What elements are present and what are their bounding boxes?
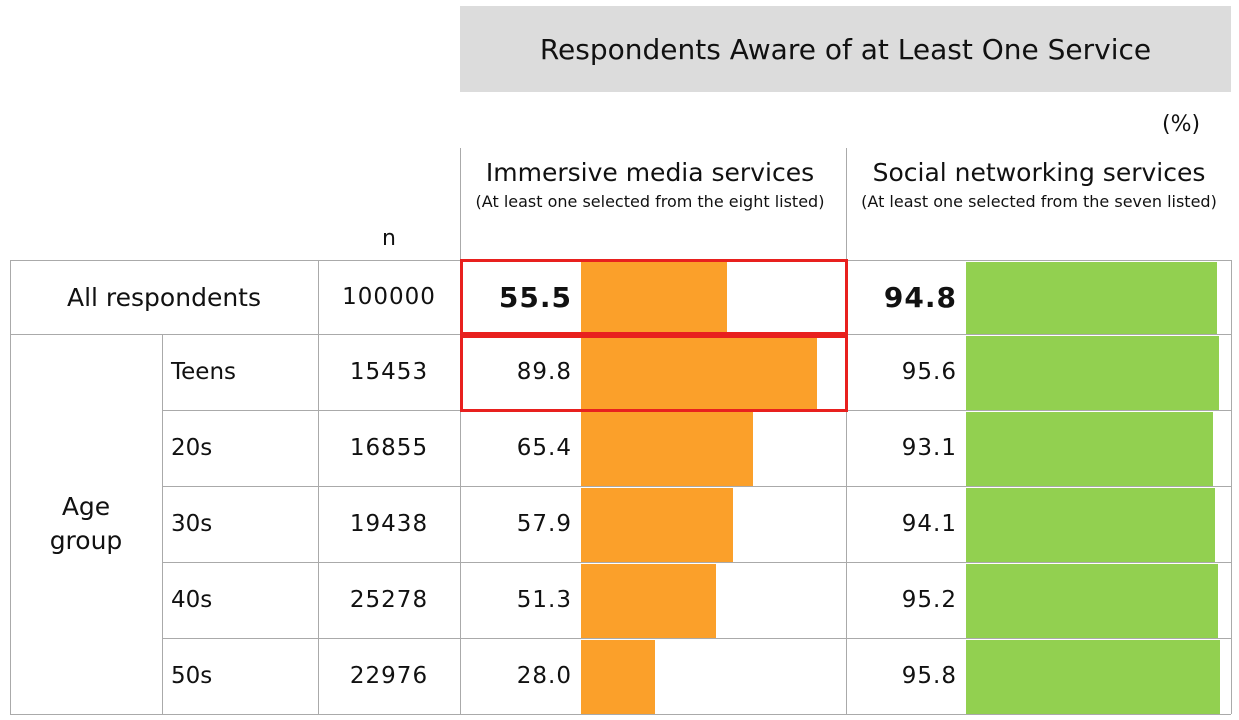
immersive-column-header: Immersive media services (At least one s… [464,158,836,213]
immersive-value-label: 89.8 [516,359,572,385]
col-line [10,260,11,714]
immersive-column-title: Immersive media services [485,158,815,187]
age-group-label: Age group [49,492,123,555]
immersive-bar [581,564,716,638]
col-line [846,260,847,714]
social-column-title: Social networking services [872,158,1206,187]
social-value-label: 95.2 [901,587,957,613]
social-value-label: 94.8 [883,280,957,314]
immersive-bar [581,640,655,714]
category-label: All respondents [66,282,261,312]
n-value: 100000 [342,284,436,310]
social-value-label: 94.1 [901,511,957,537]
immersive-column-subtitle: (At least one selected from the eight li… [475,192,825,211]
social-value-label: 95.8 [901,663,957,689]
immersive-bar [581,412,753,486]
category-label: 50s [171,663,213,689]
immersive-bar [581,336,818,410]
immersive-value-label: 57.9 [516,511,572,537]
social-column-subtitle: (At least one selected from the seven li… [861,192,1217,211]
immersive-value-label: 51.3 [516,587,572,613]
category-label: 20s [171,435,213,461]
social-bar [966,640,1220,714]
immersive-value-label: 28.0 [516,663,572,689]
row-line [10,714,1231,715]
n-value: 25278 [349,587,429,613]
n-value: 19438 [349,511,429,537]
row-line [162,562,1231,563]
category-label: 40s [171,587,213,613]
immersive-value-label: 55.5 [498,280,572,314]
category-label: Teens [171,359,237,385]
social-bar [966,488,1216,562]
col-line [460,260,461,714]
immersive-bar [581,488,734,562]
social-value-label: 93.1 [901,435,957,461]
highlight-teens [460,335,848,412]
social-bar [966,564,1219,638]
row-line [162,486,1231,487]
unit-label: (%) [1162,112,1201,137]
chart-title: Respondents Aware of at Least One Servic… [460,6,1231,92]
col-line [318,260,319,714]
col-line [162,334,163,714]
n-value: 15453 [349,359,429,385]
social-bar [966,262,1218,334]
n-column-header: n [382,226,396,251]
col-line [1231,260,1232,714]
social-column-header: Social networking services (At least one… [847,158,1231,213]
social-value-label: 95.6 [901,359,957,385]
header-divider-left [460,148,461,260]
highlight-all-respondents [460,259,848,335]
n-value: 16855 [349,435,429,461]
category-label: 30s [171,511,213,537]
row-line [162,638,1231,639]
social-bar [966,336,1220,410]
social-bar [966,412,1213,486]
n-value: 22976 [349,663,429,689]
immersive-value-label: 65.4 [516,435,572,461]
header-divider-mid [846,148,847,260]
immersive-bar [581,262,727,334]
